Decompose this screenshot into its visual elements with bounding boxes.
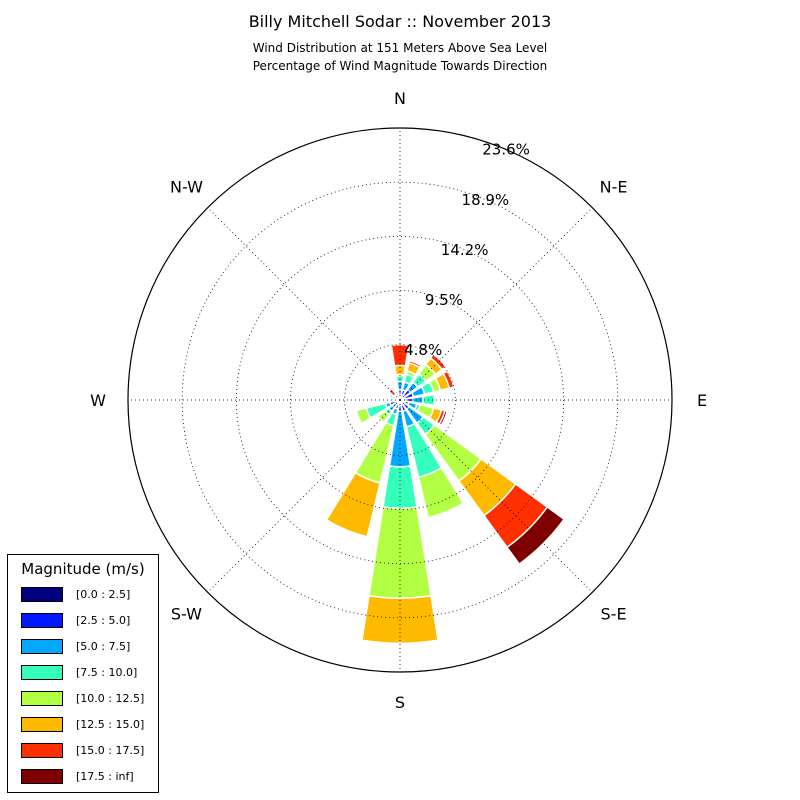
legend-label: [10.0 : 12.5]	[76, 692, 145, 705]
outer-circle	[127, 127, 673, 673]
radial-tick-label: 23.6%	[482, 141, 530, 159]
bar-segment	[355, 407, 372, 425]
direction-label-w: W	[90, 391, 106, 410]
legend-swatch	[21, 639, 63, 654]
grid-spoke	[399, 207, 593, 401]
legend-swatch	[21, 691, 63, 706]
bars	[325, 343, 566, 644]
bar-segment	[325, 471, 381, 538]
bar-segment	[417, 466, 465, 519]
legend-label: [5.0 : 7.5]	[76, 640, 131, 653]
legend-swatch	[21, 717, 63, 732]
grid-circle	[290, 290, 510, 510]
direction-label-s-w: S-W	[171, 605, 202, 624]
bar-segment	[505, 505, 566, 566]
grid-spoke	[207, 399, 401, 593]
legend-label: [17.5 : inf]	[76, 770, 134, 783]
chart-title: Billy Mitchell Sodar :: November 2013	[248, 12, 552, 31]
legend-label: [0.0 : 2.5]	[76, 588, 131, 601]
grid-spoke	[399, 399, 593, 593]
legend: Magnitude (m/s) [0.0 : 2.5] [2.5 : 5.0] [5…	[7, 554, 159, 793]
chart-subtitle-line2: Percentage of Wind Magnitude Towards Dir…	[252, 59, 548, 73]
bar-segment	[442, 370, 455, 390]
direction-label-s: S	[395, 693, 405, 712]
radial-tick-label: 9.5%	[425, 291, 463, 309]
legend-swatch	[21, 665, 63, 680]
bar-segment	[438, 409, 448, 427]
legend-swatch	[21, 769, 63, 784]
direction-label-n: N	[394, 89, 406, 108]
bar-segment	[429, 353, 447, 371]
bar-segment	[411, 395, 424, 405]
legend-label: [12.5 : 15.0]	[76, 718, 145, 731]
bar-segment	[407, 359, 423, 369]
radial-tick-label: 18.9%	[462, 191, 510, 209]
legend-swatch	[21, 613, 63, 628]
direction-label-s-e: S-E	[601, 605, 627, 624]
bar-segment	[392, 387, 399, 393]
radial-tick-label: 4.8%	[404, 341, 442, 359]
bar-segment	[393, 364, 407, 376]
legend-label: [2.5 : 5.0]	[76, 614, 131, 627]
bar-segment	[361, 594, 439, 644]
direction-label-e: E	[697, 391, 707, 410]
bar-segment	[376, 409, 391, 424]
direction-label-n-e: N-E	[600, 177, 628, 196]
legend-label: [7.5 : 10.0]	[76, 666, 138, 679]
legend-label: [15.0 : 17.5]	[76, 744, 145, 757]
chart-subtitle-line1: Wind Distribution at 151 Meters Above Se…	[252, 41, 548, 55]
grid-circle	[181, 181, 619, 619]
grid-circle	[344, 344, 456, 456]
legend-swatch	[21, 587, 63, 602]
bar-segment	[389, 393, 395, 400]
grid-spoke	[207, 207, 401, 401]
radial-tick-label: 14.2%	[441, 241, 489, 259]
legend-title: Magnitude (m/s)	[21, 560, 145, 578]
grid-circle	[235, 235, 565, 565]
legend-swatch	[21, 743, 63, 758]
direction-label-n-w: N-W	[170, 177, 203, 196]
